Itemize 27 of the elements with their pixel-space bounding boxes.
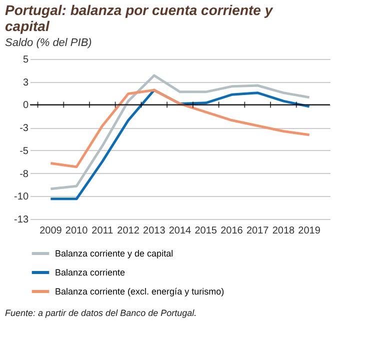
y-tick-label: -8 xyxy=(20,168,29,180)
legend-label: Balanza corriente xyxy=(55,268,126,278)
x-tick-label: 2018 xyxy=(272,226,296,236)
x-tick-label: 2015 xyxy=(194,226,218,236)
y-tick-label: 0 xyxy=(22,100,29,112)
x-tick-label: 2011 xyxy=(92,226,114,236)
legend-label: Balanza corriente y de capital xyxy=(55,248,174,258)
y-tick-label: 3 xyxy=(22,77,29,88)
x-tick-label: 2010 xyxy=(65,226,88,236)
x-tick-label: 2012 xyxy=(117,226,140,236)
y-tick-label: -3 xyxy=(20,123,29,134)
chart-subtitle: Saldo (% del PIB) xyxy=(5,37,92,49)
line-series xyxy=(49,74,311,190)
x-tick-label: 2009 xyxy=(40,226,62,236)
y-tick-label: -10 xyxy=(14,192,29,203)
x-tick-label: 2013 xyxy=(143,226,166,236)
y-tick-label: -5 xyxy=(20,146,29,157)
legend-label: Balanza corriente (excl. energía y turismo) xyxy=(55,286,224,296)
x-tick-label: 2019 xyxy=(298,226,321,236)
chart-title: Portugal: balanza por cuenta corriente y capital xyxy=(5,2,274,34)
x-tick-label: 2017 xyxy=(246,226,270,236)
y-tick-label: 5 xyxy=(22,54,29,66)
x-tick-label: 2016 xyxy=(220,226,244,236)
source-note: Fuente: a partir de datos del Banco de Portugal. xyxy=(5,308,197,318)
line-series xyxy=(49,88,311,168)
y-tick-label: -13 xyxy=(14,214,29,226)
x-tick-label: 2014 xyxy=(168,226,192,236)
